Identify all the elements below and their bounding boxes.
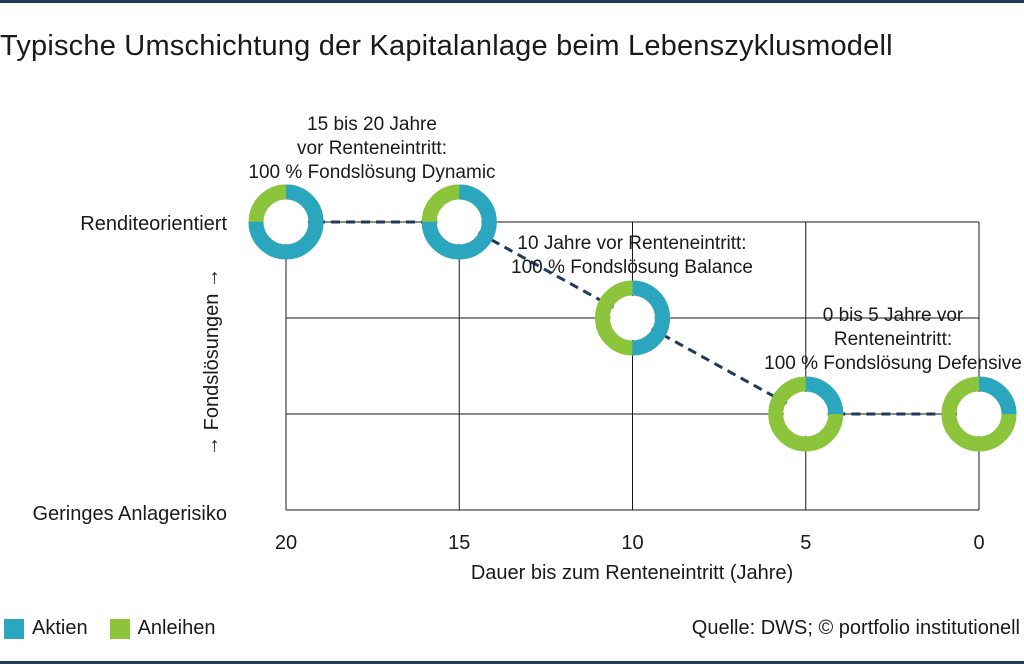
source-note: Quelle: DWS; © portfolio institutionell <box>691 617 1020 639</box>
donut-hole <box>437 200 482 244</box>
donut-hole <box>264 200 308 244</box>
allocation-donut <box>941 376 1017 452</box>
donut-hole <box>610 296 655 340</box>
annotation-line: 100 % Fondslösung Defensive <box>764 353 1022 374</box>
annotation-line: 100 % Fondslösung Balance <box>511 257 753 278</box>
x-tick-label: 10 <box>621 532 643 554</box>
annotation-3: 0 bis 5 Jahre vor Renteneintritt: 100 % Fo… <box>764 305 1022 374</box>
donut-hole <box>957 392 1001 436</box>
allocation-donut <box>595 280 670 356</box>
allocation-donut <box>421 184 497 260</box>
donut-hole <box>783 392 828 436</box>
allocation-donut <box>768 376 844 452</box>
grid <box>285 221 980 511</box>
annotation-line: 10 Jahre vor Renteneintritt: <box>517 233 746 254</box>
y-level-label-bottom: Geringes Anlagerisiko <box>32 503 227 525</box>
legend-swatch-anleihen <box>109 618 130 639</box>
x-tick-label: 0 <box>973 532 984 554</box>
legend-label-aktien: Aktien <box>32 617 88 639</box>
allocation-donut <box>248 184 324 260</box>
chart-title: Typische Umschichtung der Kapitalanlage … <box>0 30 893 62</box>
legend-item-anleihen: Anleihen <box>109 617 216 640</box>
y-level-label-top: Renditeorientiert <box>80 213 227 235</box>
donut-segment-aktien <box>595 280 670 356</box>
annotation-line: 0 bis 5 Jahre vor <box>823 305 964 326</box>
legend: Aktien Anleihen <box>4 617 237 640</box>
donut-segment-aktien <box>768 376 844 452</box>
legend-item-aktien: Aktien <box>4 617 88 640</box>
annotation-line: Renteneintritt: <box>834 329 952 350</box>
annotation-line: 15 bis 20 Jahre <box>307 114 437 135</box>
legend-label-anleihen: Anleihen <box>137 617 216 639</box>
top-rule <box>0 0 1024 3</box>
x-tick-label: 20 <box>275 532 297 554</box>
x-tick-label: 5 <box>800 532 811 554</box>
donut-segment-aktien <box>941 376 1017 452</box>
allocation-donuts <box>248 184 1017 452</box>
annotation-2: 10 Jahre vor Renteneintritt: 100 % Fondsl… <box>511 233 753 278</box>
annotation-line: 100 % Fondslösung Dynamic <box>248 162 495 183</box>
annotations: 15 bis 20 Jahre vor Renteneintritt: 100 % … <box>248 114 1021 374</box>
annotation-line: vor Renteneintritt: <box>297 138 447 159</box>
donut-segment-aktien <box>421 184 497 260</box>
y-axis-label: → Fondslösungen → <box>201 268 223 456</box>
x-axis-label: Dauer bis zum Renteneintritt (Jahre) <box>471 562 793 584</box>
x-tick-labels: 20 15 10 5 0 <box>275 532 985 554</box>
x-tick-label: 15 <box>448 532 470 554</box>
bottom-rule <box>0 661 1024 664</box>
legend-swatch-aktien <box>4 618 24 639</box>
donut-segment-aktien <box>248 184 324 260</box>
annotation-1: 15 bis 20 Jahre vor Renteneintritt: 100 % … <box>248 114 495 183</box>
